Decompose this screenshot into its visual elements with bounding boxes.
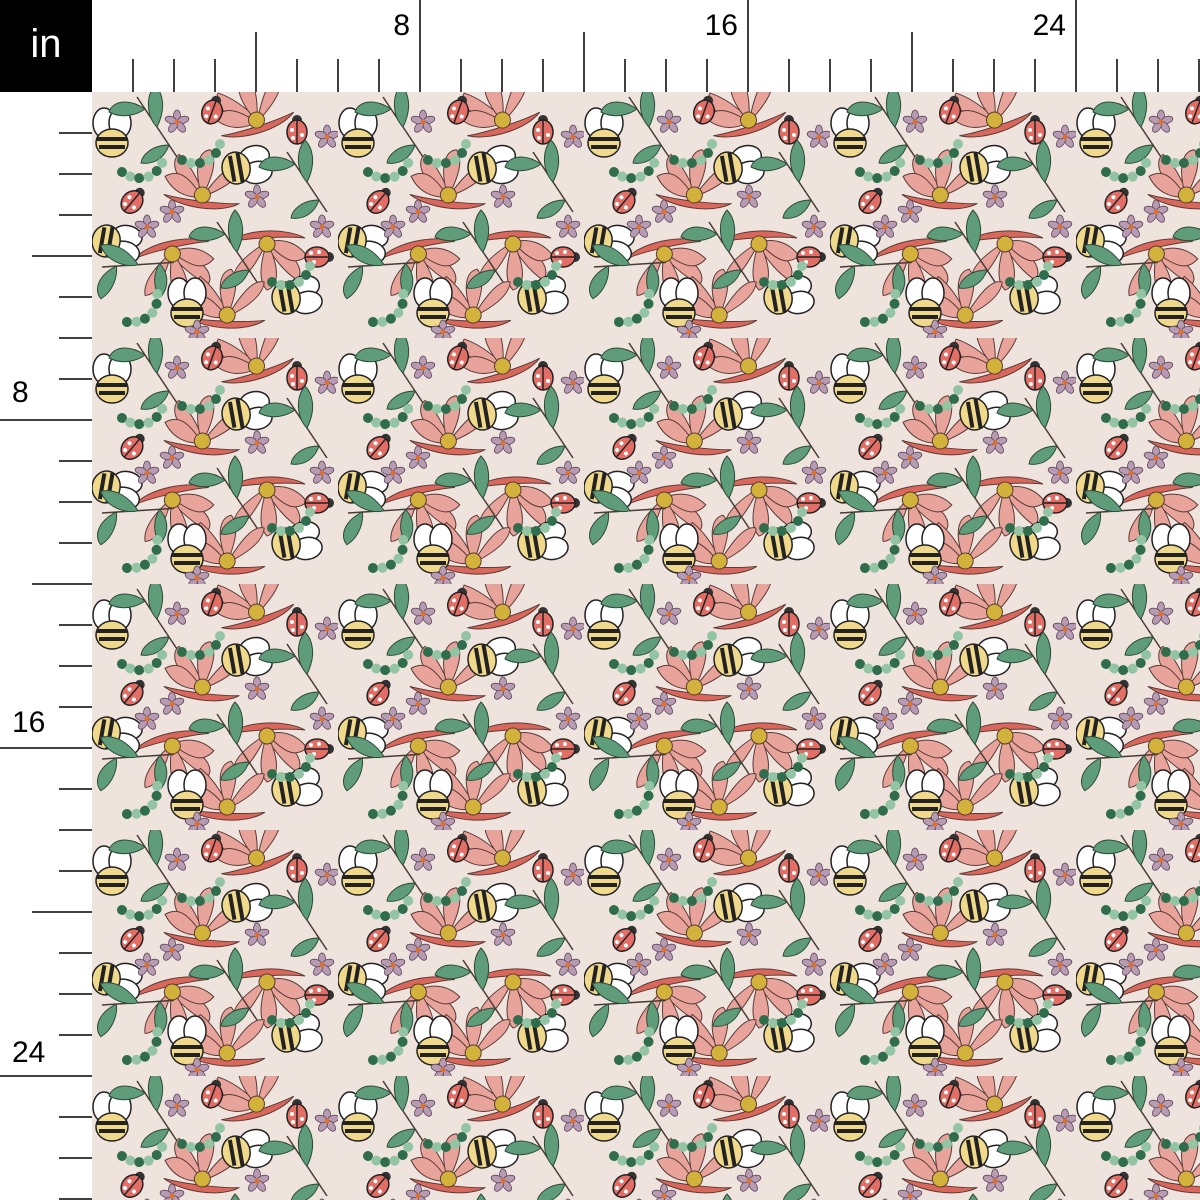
top-ruler-label-16: 16 <box>705 9 738 42</box>
top-ruler-label-8: 8 <box>393 9 410 42</box>
top-ruler-label-24: 24 <box>1033 9 1066 42</box>
left-ruler-label-24: 24 <box>12 1036 45 1069</box>
top-ruler-ticks <box>132 0 1200 92</box>
fabric-print <box>92 92 1200 1200</box>
fabric-pattern <box>92 92 1200 1200</box>
left-ruler-label-8: 8 <box>12 376 29 409</box>
unit-label: in <box>0 0 92 92</box>
left-ruler-ticks <box>0 132 92 1200</box>
left-ruler-label-16: 16 <box>12 706 45 739</box>
